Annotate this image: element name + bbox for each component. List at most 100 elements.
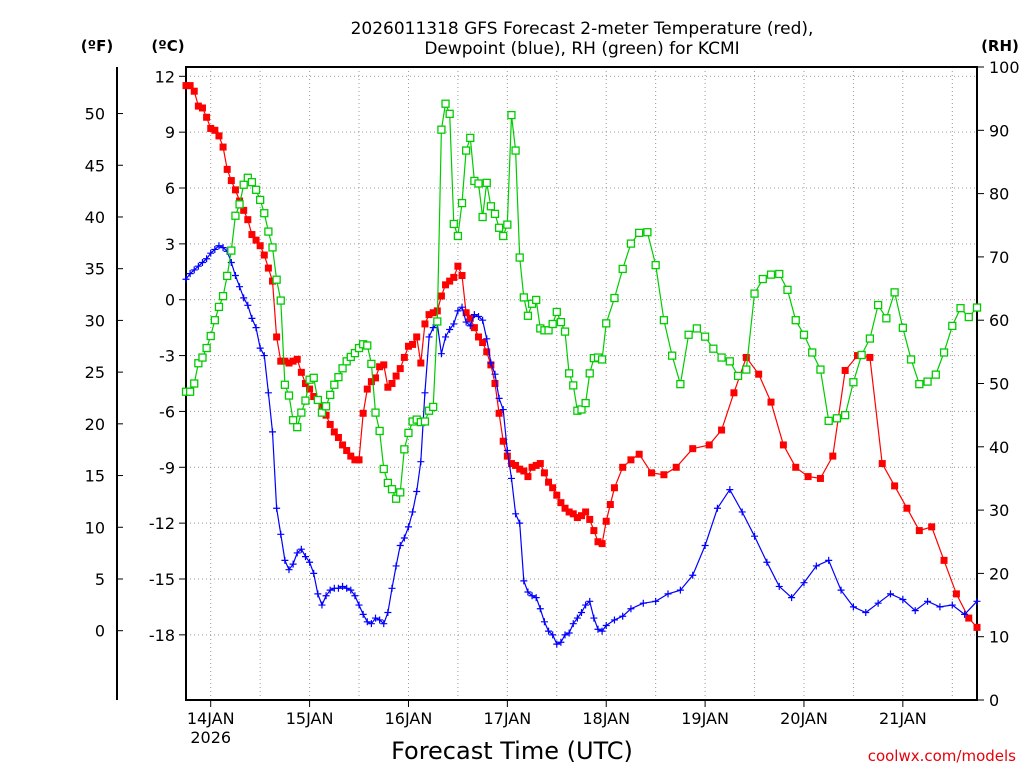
fahrenheit-unit-label: (ºF): [81, 37, 113, 55]
rh-point: [610, 293, 619, 303]
rh-point: [511, 146, 520, 155]
dewpoint-point: [437, 350, 445, 358]
temperature-point: [512, 461, 520, 469]
rh-point: [515, 253, 524, 262]
rh-point: [651, 260, 660, 270]
dewpoint-point: [260, 352, 268, 360]
rh-point: [717, 353, 726, 362]
dewpoint-point: [751, 532, 759, 540]
dewpoint-point: [458, 303, 466, 311]
dewpoint-point: [281, 556, 289, 564]
temperature-point: [940, 556, 948, 564]
temperature-point: [252, 236, 260, 244]
rh-point: [585, 369, 594, 378]
dewpoint-point: [565, 629, 573, 637]
temperature-point: [903, 504, 911, 512]
fahrenheit-tick-label: 35: [85, 260, 105, 279]
dewpoint-point: [244, 301, 252, 309]
rh-point: [256, 195, 265, 205]
dewpoint-point: [874, 599, 882, 607]
rh-point: [309, 373, 318, 382]
temperature-point: [219, 143, 227, 151]
temperature-point: [610, 484, 618, 492]
dewpoint-point: [334, 584, 342, 592]
temperature-point: [256, 242, 264, 250]
dewpoint-point: [545, 627, 553, 635]
dewpoint-point: [610, 616, 618, 624]
rh-point: [725, 357, 734, 366]
dewpoint-point: [849, 603, 857, 611]
dewpoint-point: [466, 322, 474, 330]
temperature-point: [606, 501, 614, 509]
rh-point: [865, 334, 875, 343]
celsius-tick-label: -6: [159, 402, 175, 421]
rh-tick-label: 0: [989, 691, 999, 710]
temperature-point: [462, 309, 470, 317]
temperature-point: [442, 281, 450, 289]
temperature-point: [503, 452, 511, 460]
temperature-point: [392, 372, 400, 380]
temperature-point: [376, 363, 384, 371]
dewpoint-point: [961, 610, 969, 618]
celsius-tick-label: 9: [165, 123, 175, 142]
dewpoint-point: [301, 553, 309, 561]
rh-point: [503, 220, 512, 229]
dewpoint-point: [376, 616, 384, 624]
temperature-point: [207, 124, 215, 132]
temperature-point: [446, 277, 454, 285]
x-tick-label: 15JAN: [286, 709, 334, 728]
rh-point: [293, 423, 302, 432]
rh-point: [206, 331, 215, 341]
temperature-point: [516, 465, 524, 473]
axes: 129630-3-6-9-12-15-185045403530252015105…: [85, 58, 1020, 747]
rh-point: [799, 330, 809, 339]
rh-point: [556, 317, 566, 327]
temperature-point: [602, 517, 610, 525]
dewpoint-point: [507, 474, 515, 482]
dewpoint-point: [512, 510, 520, 518]
rh-point: [284, 391, 294, 400]
dewpoint-point: [788, 594, 796, 602]
dewpoint-point: [578, 608, 585, 616]
dewpoint-point: [676, 586, 684, 594]
dewpoint-point: [363, 618, 371, 626]
dewpoint-point: [594, 625, 602, 633]
rh-point: [659, 316, 669, 325]
dewpoint-point: [231, 272, 239, 280]
temperature-point: [417, 359, 425, 367]
rh-point: [931, 370, 940, 379]
temperature-point: [878, 460, 886, 468]
dewpoint-point: [215, 242, 223, 250]
rh-point: [499, 231, 508, 241]
dewpoint-point: [289, 560, 297, 568]
temperature-point: [223, 165, 231, 173]
rh-point: [227, 246, 236, 255]
temperature-point: [285, 359, 293, 367]
rh-tick-label: 50: [989, 375, 1009, 394]
rh-point: [276, 296, 285, 305]
dewpoint-point: [936, 603, 944, 611]
temperature-point: [429, 309, 437, 317]
fahrenheit-tick-label: 15: [85, 467, 105, 486]
dewpoint-point: [561, 631, 569, 639]
temperature-point: [586, 515, 594, 523]
temperature-point: [598, 540, 606, 548]
dewpoint-point: [256, 344, 264, 352]
rh-point: [288, 416, 298, 425]
dewpoint-point: [532, 594, 540, 602]
dewpoint-point: [701, 541, 709, 549]
temperature-point: [475, 333, 483, 341]
rh-point: [239, 180, 248, 189]
rh-point: [494, 223, 504, 232]
rh-point: [775, 269, 784, 279]
dewpoint-point: [475, 312, 483, 320]
rh-point: [849, 378, 858, 387]
dewpoint-point: [800, 579, 808, 587]
rh-point: [231, 211, 240, 220]
temperature-point: [437, 292, 445, 300]
dewpoint-point: [462, 318, 470, 326]
temperature-point: [841, 366, 849, 374]
rh-point: [367, 359, 376, 369]
temperature-point: [211, 126, 219, 134]
dewpoint-point: [689, 571, 697, 579]
